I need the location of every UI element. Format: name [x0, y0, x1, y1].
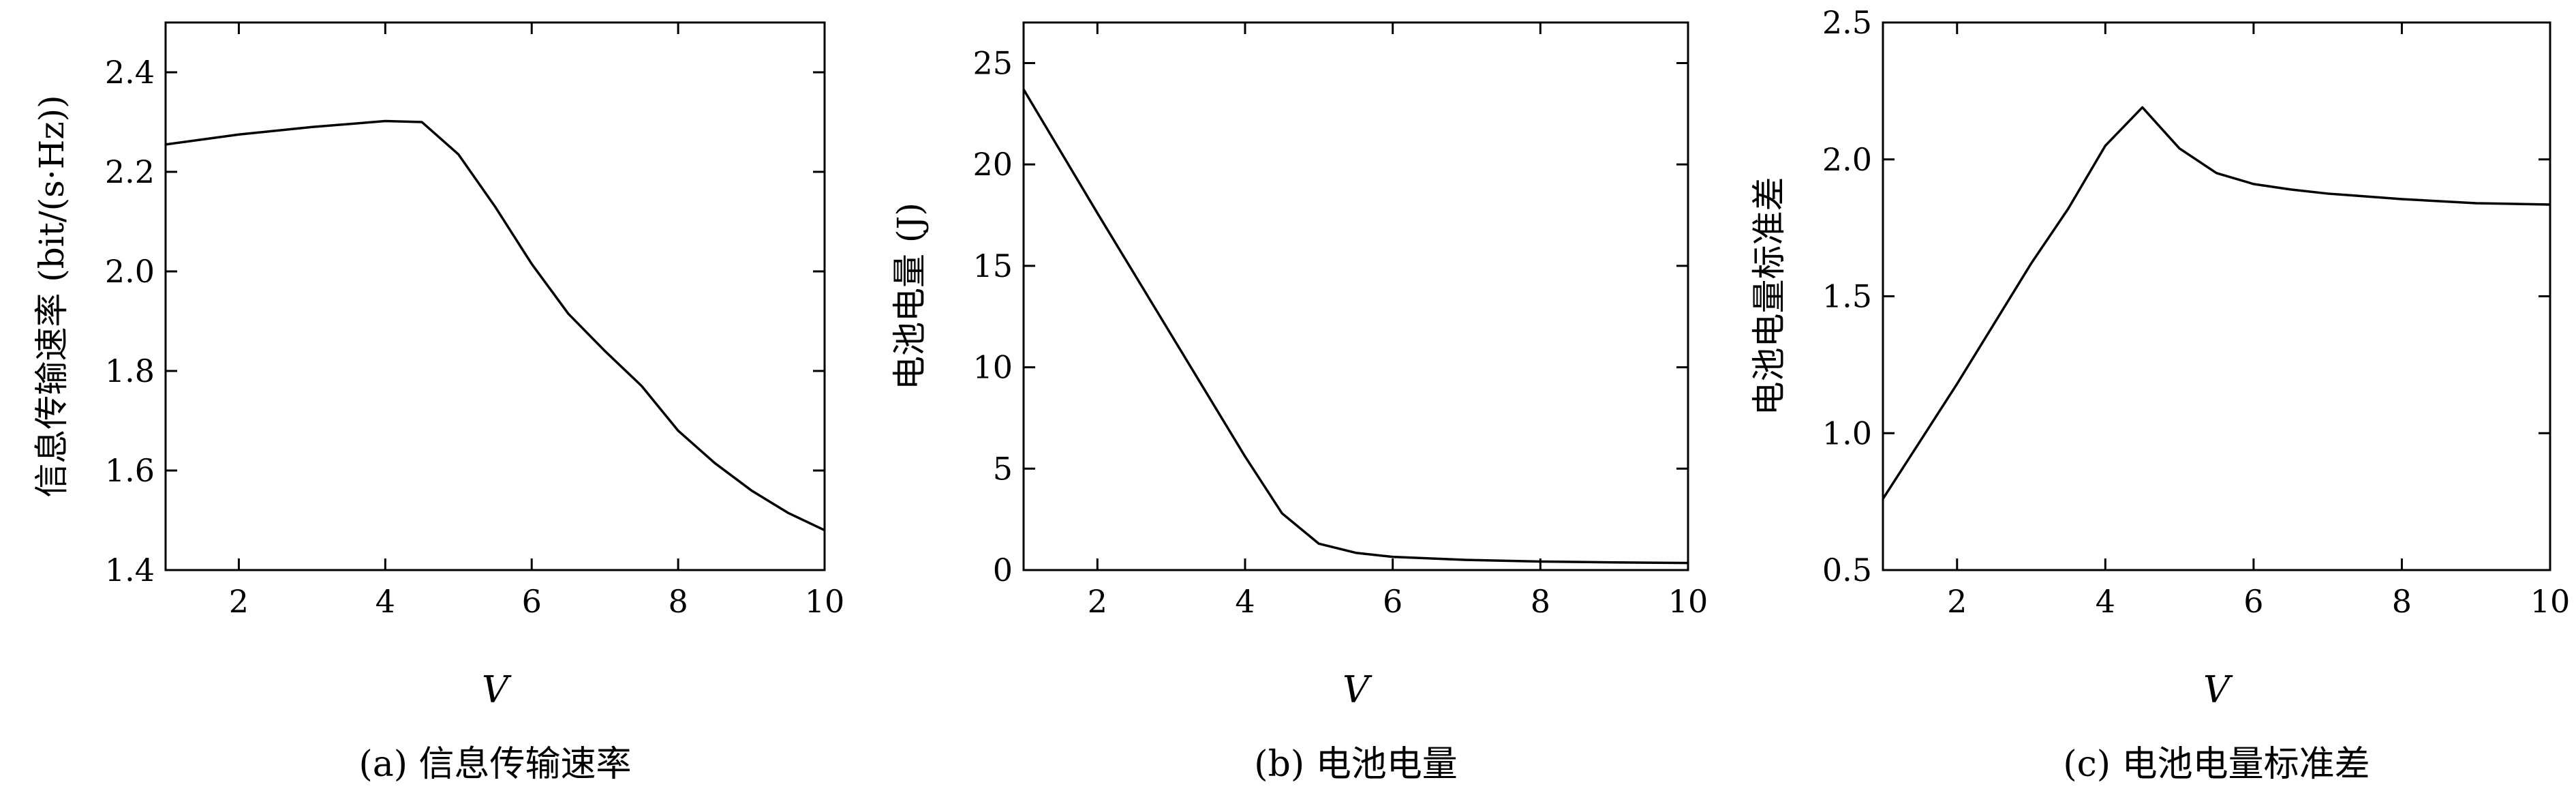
data-point	[1882, 498, 1884, 500]
data-point	[1244, 456, 1246, 458]
data-point	[787, 511, 789, 514]
x-tick-label: 8	[668, 583, 688, 620]
y-tick-label: 2.0	[105, 253, 155, 290]
data-point	[714, 462, 716, 464]
x-tick-label: 4	[1235, 583, 1255, 620]
data-point	[2475, 202, 2477, 205]
x-axis-label: V	[482, 668, 512, 711]
data-point	[2067, 207, 2070, 210]
y-tick-label: 2.0	[1822, 141, 1872, 178]
data-point	[1539, 561, 1542, 563]
data-point	[1392, 556, 1394, 558]
data-point	[2104, 145, 2106, 147]
y-tick-label: 1.8	[105, 353, 155, 389]
y-tick-label: 1.5	[1822, 278, 1872, 315]
x-tick-label: 8	[1531, 583, 1550, 620]
y-tick-label: 5	[993, 450, 1013, 487]
data-point	[1956, 383, 1958, 385]
data-point	[1318, 543, 1320, 545]
data-point	[1022, 88, 1025, 91]
data-point	[494, 205, 496, 208]
data-point	[1097, 212, 1099, 214]
panel-caption: (c) 电池电量标准差	[2063, 744, 2370, 785]
y-tick-label: 2.2	[105, 153, 155, 190]
y-axis-label: 电池电量标准差	[1749, 177, 1789, 416]
data-point	[2327, 192, 2329, 195]
data-point	[2215, 172, 2218, 175]
data-point	[2549, 203, 2551, 206]
data-point	[531, 263, 533, 265]
y-axis-label: 电池电量 (J)	[890, 203, 930, 390]
data-point	[2178, 147, 2181, 149]
data-point	[823, 529, 826, 531]
data-point	[1613, 561, 1615, 563]
data-point	[420, 121, 423, 123]
x-tick-label: 2	[229, 583, 249, 620]
data-point	[2290, 188, 2292, 191]
chart-panel-1: 2 4 6 8 10 0 5 10 15 20 25 V 电池电量 (J) (b) 电池电量	[890, 21, 1708, 785]
data-point	[641, 385, 643, 387]
x-axis-label: V	[1343, 668, 1373, 711]
data-point	[677, 430, 679, 432]
y-tick-label: 2.4	[105, 54, 155, 91]
data-point	[384, 120, 386, 122]
data-point	[1687, 562, 1689, 564]
plot-frame	[164, 21, 826, 571]
y-tick-label: 1.4	[105, 552, 155, 588]
y-tick-label: 25	[972, 44, 1013, 81]
series-line	[165, 119, 825, 532]
data-point	[1281, 512, 1283, 514]
y-tick-label: 1.0	[1822, 415, 1872, 451]
x-tick-label: 4	[2096, 583, 2115, 620]
x-tick-label: 8	[2392, 583, 2412, 620]
chart-panel-2: 2 4 6 8 10 0.5 1.0 1.5 2.0 2.5 V 电池电量标准差 (c) 电池电量标准差	[1749, 4, 2570, 785]
x-tick-label: 10	[1668, 583, 1708, 620]
data-point	[1170, 333, 1172, 336]
series-line	[1882, 106, 2551, 500]
data-point	[2252, 183, 2255, 185]
data-point	[750, 490, 752, 492]
data-point	[1465, 558, 1468, 561]
y-tick-label: 15	[972, 248, 1013, 284]
data-point	[1993, 323, 1995, 325]
data-point	[238, 134, 240, 136]
data-point	[604, 350, 606, 352]
x-tick-label: 2	[1088, 583, 1107, 620]
y-axis-label: 信息传输速率 (bit/(s·Hz))	[32, 95, 72, 497]
data-point	[2030, 263, 2032, 265]
y-tick-label: 20	[972, 146, 1013, 183]
x-tick-label: 6	[522, 583, 542, 620]
data-point	[1355, 552, 1357, 554]
data-point	[311, 126, 313, 128]
y-tick-label: 0.5	[1822, 552, 1872, 588]
x-tick-label: 2	[1947, 583, 1967, 620]
x-tick-label: 4	[375, 583, 395, 620]
panel-caption: (a) 信息传输速率	[358, 744, 631, 785]
panel-caption: (b) 电池电量	[1254, 744, 1457, 785]
y-tick-label: 10	[972, 349, 1013, 386]
x-tick-label: 6	[2243, 583, 2263, 620]
x-axis-label: V	[2203, 668, 2233, 711]
y-tick-label: 1.6	[105, 452, 155, 489]
series-line	[1022, 89, 1689, 565]
data-point	[2401, 198, 2403, 200]
data-point	[457, 153, 459, 155]
x-tick-label: 10	[2530, 583, 2571, 620]
chart-panel-0: 2 4 6 8 10 1.4 1.6 1.8 2.0 2.2 2.4 V 信息传输速率 (bit/(s·…	[32, 21, 845, 785]
y-tick-label: 2.5	[1822, 4, 1872, 41]
plot-frame	[1022, 21, 1689, 571]
data-point	[2141, 106, 2143, 108]
x-tick-label: 10	[805, 583, 845, 620]
x-tick-label: 6	[1383, 583, 1402, 620]
data-point	[567, 312, 570, 315]
y-tick-label: 0	[993, 552, 1013, 588]
data-point	[164, 143, 167, 146]
plot-frame	[1882, 21, 2551, 571]
data-point	[1919, 441, 1921, 443]
